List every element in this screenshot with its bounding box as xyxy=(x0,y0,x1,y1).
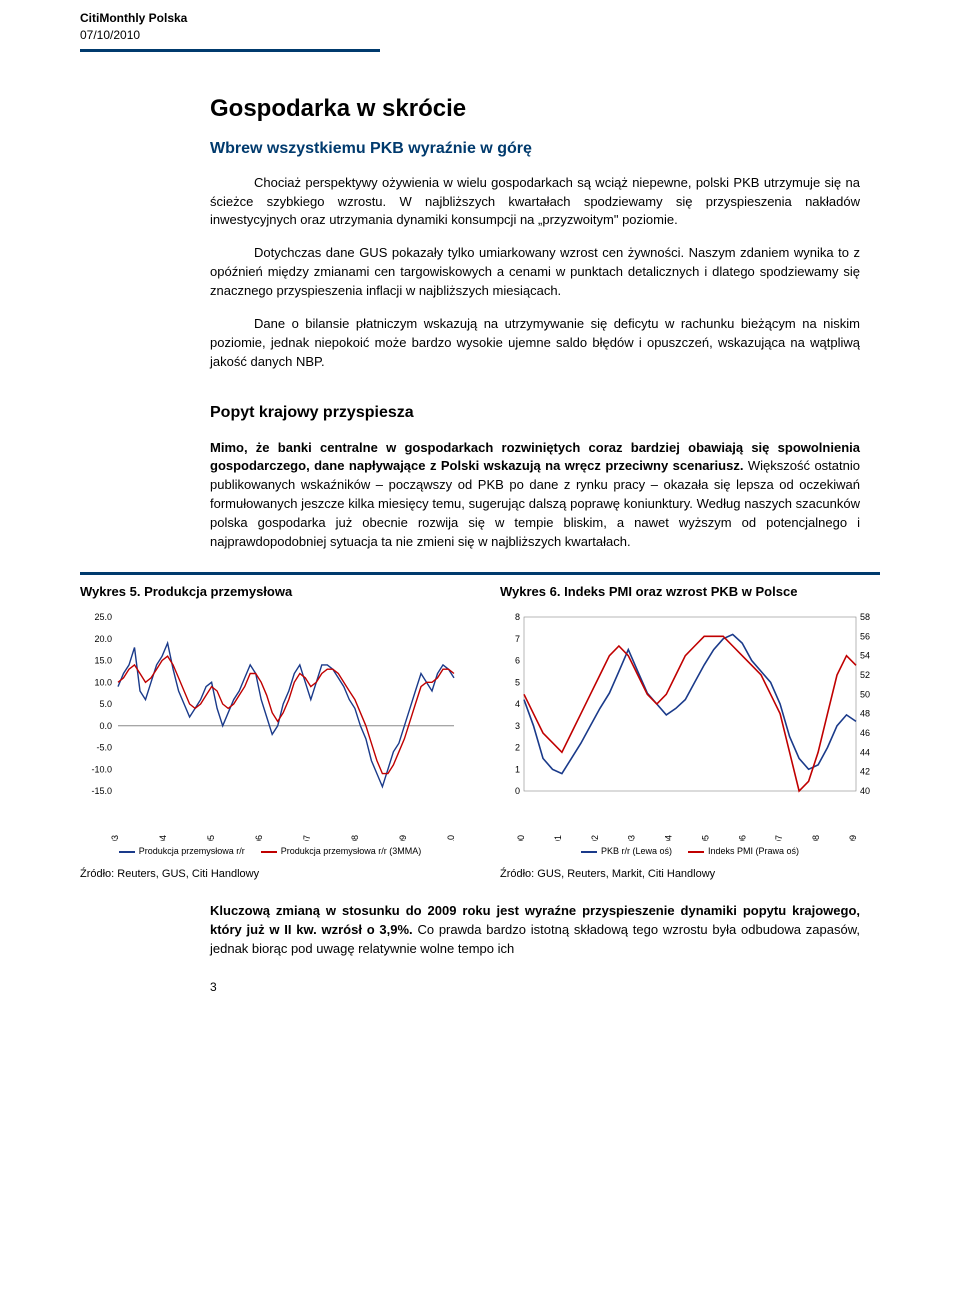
legend-swatch xyxy=(261,851,277,853)
chart5-legend-1-label: Produkcja przemysłowa r/r xyxy=(139,845,245,858)
paragraph-4: Mimo, że banki centralne w gospodarkach … xyxy=(210,439,860,552)
svg-text:-10.0: -10.0 xyxy=(91,765,112,775)
svg-text:4q01: 4q01 xyxy=(553,835,563,841)
chart5-source: Źródło: Reuters, GUS, Citi Handlowy xyxy=(80,867,460,883)
legend-swatch xyxy=(581,851,597,853)
chart5-legend-2: Produkcja przemysłowa r/r (3MMA) xyxy=(261,845,422,858)
main-content: Gospodarka w skrócie Wbrew wszystkiemu P… xyxy=(210,92,860,552)
svg-text:-15.0: -15.0 xyxy=(91,786,112,796)
svg-text:56: 56 xyxy=(860,632,870,642)
svg-text:lip 09: lip 09 xyxy=(398,835,408,841)
page-number: 3 xyxy=(210,979,880,996)
paragraph-1: Chociaż perspektywy ożywienia w wielu go… xyxy=(210,174,860,231)
svg-text:4q03: 4q03 xyxy=(627,835,637,841)
svg-text:58: 58 xyxy=(860,612,870,622)
svg-text:44: 44 xyxy=(860,748,870,758)
chart6-container: Wykres 6. Indeks PMI oraz wzrost PKB w P… xyxy=(500,583,880,883)
svg-text:lip 07: lip 07 xyxy=(302,835,312,841)
chart5-legend: Produkcja przemysłowa r/r Produkcja prze… xyxy=(80,845,460,858)
charts-row: Wykres 5. Produkcja przemysłowa 25.020.0… xyxy=(80,572,880,883)
subtitle: Wbrew wszystkiemu PKB wyraźnie w górę xyxy=(210,137,860,160)
svg-text:0.0: 0.0 xyxy=(99,721,112,731)
chart5-svg: 25.0 20.0 15.0 10.0 5.0 0.0 -5.0 -10.0 -15.0 lip … xyxy=(80,611,460,841)
svg-text:-5.0: -5.0 xyxy=(96,743,112,753)
svg-text:lip 06: lip 06 xyxy=(254,835,264,841)
chart6-legend-2: Indeks PMI (Prawa oś) xyxy=(688,845,799,858)
svg-text:25.0: 25.0 xyxy=(94,612,112,622)
paragraph-2: Dotychczas dane GUS pokazały tylko umiar… xyxy=(210,244,860,301)
svg-text:8: 8 xyxy=(515,612,520,622)
svg-text:7: 7 xyxy=(515,634,520,644)
svg-text:4q05: 4q05 xyxy=(700,835,710,841)
svg-text:4q04: 4q04 xyxy=(664,835,674,841)
footer-paragraph: Kluczową zmianą w stosunku do 2009 roku … xyxy=(210,902,860,959)
chart5-container: Wykres 5. Produkcja przemysłowa 25.0 20.0… xyxy=(80,583,460,883)
svg-text:4q06: 4q06 xyxy=(737,835,747,841)
svg-text:4q07: 4q07 xyxy=(774,835,784,841)
document-header: CitiMonthly Polska 07/10/2010 xyxy=(80,0,380,52)
svg-text:4q02: 4q02 xyxy=(590,835,600,841)
svg-text:3: 3 xyxy=(515,721,520,731)
svg-text:50: 50 xyxy=(860,690,870,700)
svg-text:4: 4 xyxy=(515,699,520,709)
page-title: Gospodarka w skrócie xyxy=(210,92,860,127)
chart5-legend-1: Produkcja przemysłowa r/r xyxy=(119,845,245,858)
svg-text:1: 1 xyxy=(515,765,520,775)
header-date: 07/10/2010 xyxy=(80,27,380,44)
chart6-title: Wykres 6. Indeks PMI oraz wzrost PKB w P… xyxy=(500,583,880,602)
chart6-legend: PKB r/r (Lewa oś) Indeks PMI (Prawa oś) xyxy=(500,845,880,858)
svg-text:54: 54 xyxy=(860,651,870,661)
svg-text:2: 2 xyxy=(515,743,520,753)
chart6-legend-2-label: Indeks PMI (Prawa oś) xyxy=(708,845,799,858)
svg-text:46: 46 xyxy=(860,728,870,738)
svg-text:lip 04: lip 04 xyxy=(158,835,168,841)
svg-text:10.0: 10.0 xyxy=(94,678,112,688)
svg-text:lip 10: lip 10 xyxy=(446,835,456,841)
legend-swatch xyxy=(119,851,135,853)
svg-text:52: 52 xyxy=(860,670,870,680)
legend-swatch xyxy=(688,851,704,853)
svg-text:15.0: 15.0 xyxy=(94,656,112,666)
chart5-legend-2-label: Produkcja przemysłowa r/r (3MMA) xyxy=(281,845,422,858)
paragraph-3: Dane o bilansie płatniczym wskazują na u… xyxy=(210,315,860,372)
svg-text:4q09: 4q09 xyxy=(848,835,858,841)
svg-text:4q08: 4q08 xyxy=(811,835,821,841)
svg-text:lip 08: lip 08 xyxy=(350,835,360,841)
svg-text:5.0: 5.0 xyxy=(99,699,112,709)
svg-text:42: 42 xyxy=(860,767,870,777)
svg-text:lip 05: lip 05 xyxy=(206,835,216,841)
svg-text:0: 0 xyxy=(515,786,520,796)
svg-text:lip 03: lip 03 xyxy=(110,835,120,841)
svg-text:5: 5 xyxy=(515,678,520,688)
svg-text:40: 40 xyxy=(860,786,870,796)
header-title: CitiMonthly Polska xyxy=(80,10,380,27)
chart6-svg: 876543210585654525048464442404q004q014q0… xyxy=(500,611,880,841)
svg-text:20.0: 20.0 xyxy=(94,634,112,644)
svg-text:48: 48 xyxy=(860,709,870,719)
svg-text:6: 6 xyxy=(515,656,520,666)
chart6-legend-1: PKB r/r (Lewa oś) xyxy=(581,845,672,858)
chart6-source: Źródło: GUS, Reuters, Markit, Citi Handl… xyxy=(500,867,880,883)
section2-title: Popyt krajowy przyspiesza xyxy=(210,401,860,424)
chart6-legend-1-label: PKB r/r (Lewa oś) xyxy=(601,845,672,858)
chart5-title: Wykres 5. Produkcja przemysłowa xyxy=(80,583,460,602)
svg-text:4q00: 4q00 xyxy=(516,835,526,841)
